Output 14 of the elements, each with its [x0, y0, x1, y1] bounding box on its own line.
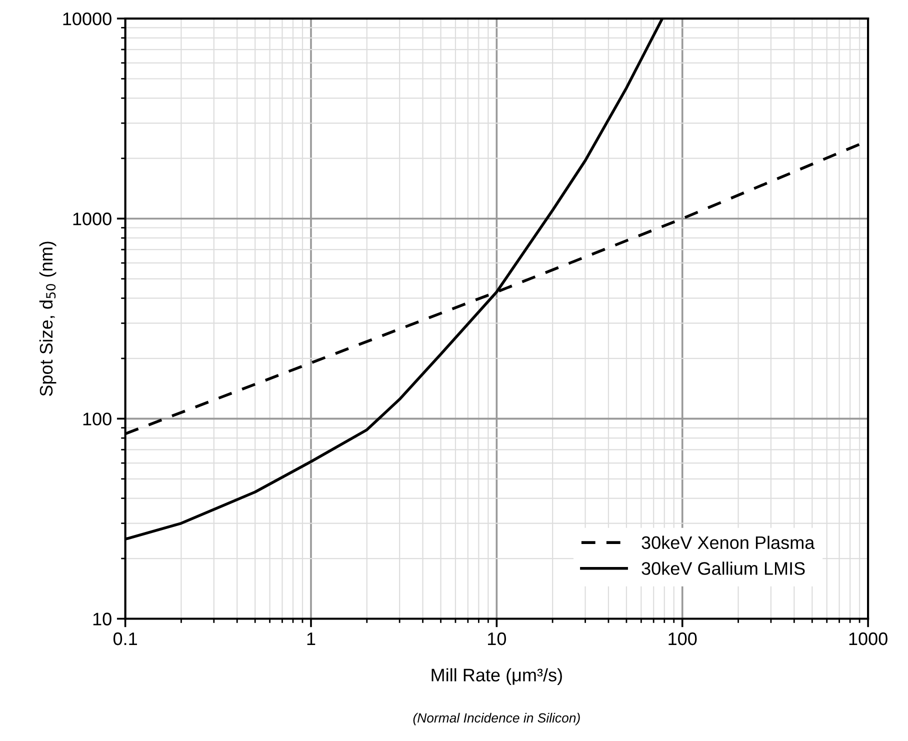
legend-label: 30keV Xenon Plasma — [642, 536, 815, 550]
y-tick-label: 100 — [83, 412, 112, 426]
text: (Normal Incidence in Silicon) — [413, 712, 580, 726]
x-tick-label: 1000 — [849, 632, 888, 646]
legend-label: 30keV Gallium LMIS — [642, 562, 805, 575]
x-tick-label: 100 — [668, 632, 697, 646]
y-tick-label: 10 — [93, 612, 112, 626]
x-tick-label: 0.1 — [113, 632, 137, 646]
y-tick-label: 10000 — [63, 12, 112, 26]
x-axis-title: Mill Rate (μm³/s) — [432, 668, 562, 686]
y-axis-title: Spot Size, d$_{50}$ (nm) — [39, 242, 56, 396]
x-tick-label: 1 — [307, 632, 316, 646]
x-tick-label: 10 — [488, 632, 506, 646]
y-tick-label: 1000 — [73, 212, 112, 226]
